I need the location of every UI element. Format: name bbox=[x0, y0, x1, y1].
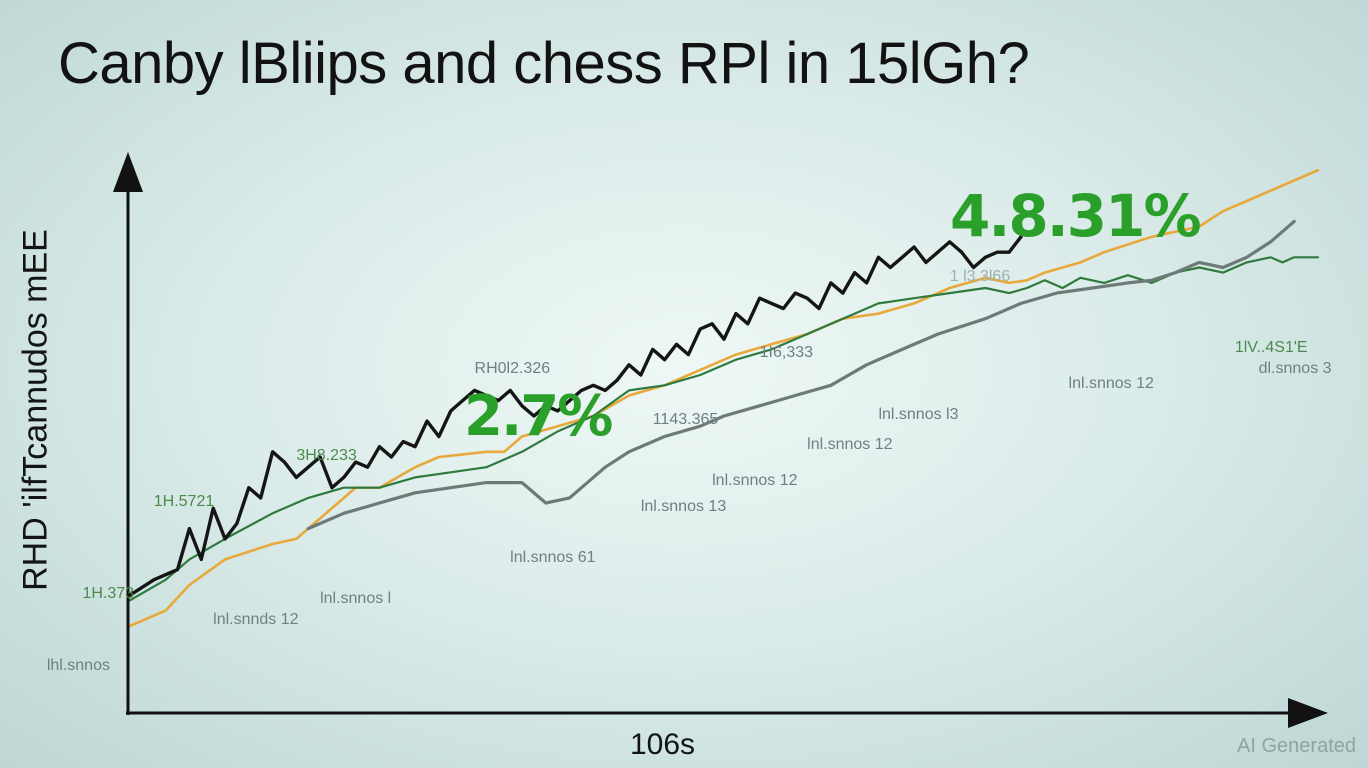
series-lines-layer bbox=[128, 168, 1320, 628]
data-annotation-13: lnl.snnos 13 bbox=[640, 497, 727, 515]
data-annotation-14: lnl.snnos 12 bbox=[712, 472, 798, 490]
data-annotation-5: 1143.365 bbox=[652, 410, 719, 428]
data-annotation-2: 1H.5721 bbox=[153, 492, 215, 510]
data-annotation-17: lnl.snnos 12 bbox=[1068, 375, 1154, 393]
data-annotation-9: lhl.snnos bbox=[46, 656, 110, 674]
data-annotation-16: lnl.snnos l3 bbox=[878, 405, 959, 423]
x-axis-arrow-icon bbox=[1288, 698, 1328, 728]
watermark: AI Generated bbox=[1237, 735, 1356, 757]
series-line-1 bbox=[128, 168, 1320, 628]
y-axis-label: RHD 'ilfTcannudos mEE bbox=[16, 229, 55, 591]
series-line-2 bbox=[128, 256, 1320, 602]
highlight-percent-2: 4.8.31% bbox=[950, 182, 1202, 250]
data-annotation-3: 3H8.233 bbox=[296, 446, 357, 464]
data-annotation-4: RH0l2.326 bbox=[474, 359, 551, 377]
data-annotation-8: 1lV..4S1'E bbox=[1234, 339, 1308, 357]
data-annotation-12: lnl.snnos 61 bbox=[510, 549, 596, 567]
data-annotation-10: lnl.snnds 12 bbox=[213, 610, 299, 628]
data-annotation-18: dl.snnos 3 bbox=[1258, 359, 1332, 377]
x-axis-label: 106s bbox=[630, 728, 696, 761]
series-line-4 bbox=[128, 235, 1023, 597]
y-axis-arrow-icon bbox=[113, 152, 143, 192]
chart-title: Canby lBliips and chess RPl in 15lGh? bbox=[58, 31, 1030, 96]
highlight-percent-1: 2.7% bbox=[464, 384, 613, 449]
axes-layer bbox=[113, 152, 1328, 728]
data-annotation-11: lnl.snnos l bbox=[320, 590, 392, 608]
data-annotation-7: 1 l3.3l66 bbox=[949, 267, 1011, 285]
data-annotation-6: 1I6,333 bbox=[759, 344, 814, 362]
series-line-3 bbox=[306, 219, 1296, 531]
data-annotation-1: 1H.373 bbox=[82, 584, 135, 602]
data-annotation-15: lnl.snnos 12 bbox=[807, 436, 893, 454]
